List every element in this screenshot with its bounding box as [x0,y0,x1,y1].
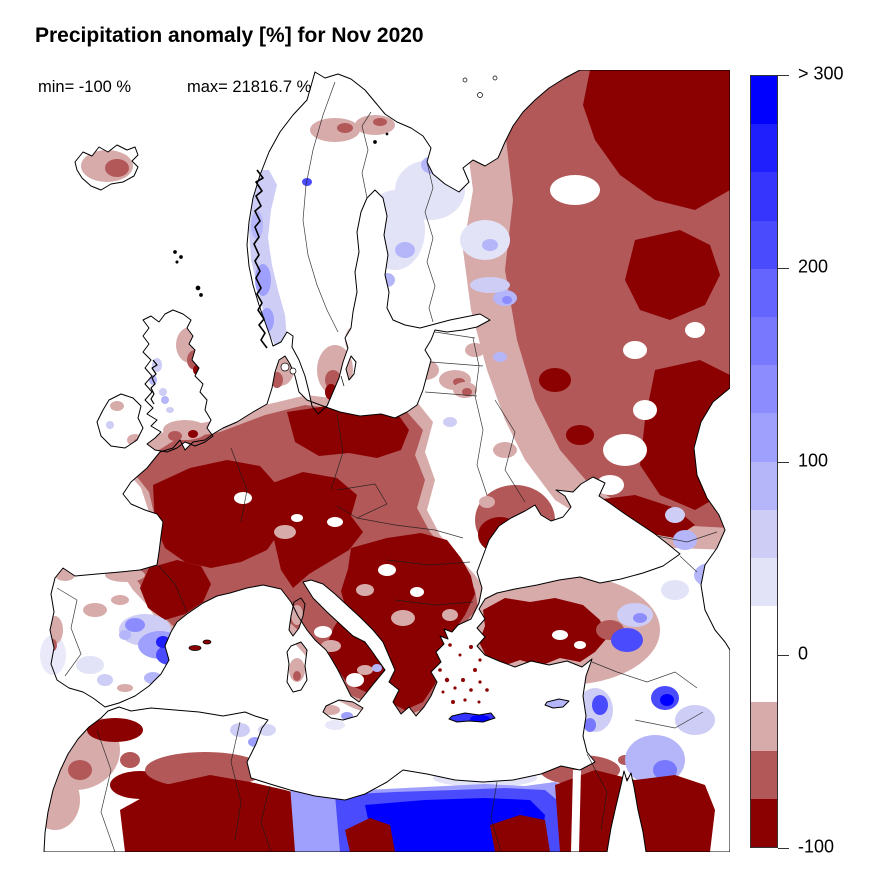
country-borders [56,81,718,852]
colorbar-segment-5 [751,316,777,366]
colorbar-segment-15 [751,798,777,847]
colorbar-segment-3 [751,220,777,269]
min-stat: min= -100 % [38,78,132,96]
small-islands [173,75,498,651]
scotland-coast-texture [150,359,158,405]
anomaly-field [44,70,730,852]
page-title: Precipitation anomaly [%] for Nov 2020 [35,24,424,47]
colorbar-tick-mark-2 [778,462,789,463]
colorbar-tick-label-0: > 300 [798,63,844,84]
colorbar-tick-label-2: 100 [798,450,829,471]
colorbar-segment-14 [751,750,777,799]
map-svg [40,70,730,852]
coastlines [43,70,730,852]
colorbar-segment-7 [751,413,777,462]
colorbar-tick-label-3: 0 [798,643,809,664]
colorbar-segment-2 [751,172,777,221]
norway-fjords-texture [253,169,268,349]
colorbar-tick-mark-3 [778,655,789,656]
colorbar-segment-0 [751,76,777,125]
colorbar-segment-8 [751,461,777,510]
colorbar-segment-10 [751,557,777,607]
colorbar-gradient [750,75,778,848]
europe-anomaly-map [35,70,730,852]
colorbar-segment-11 [751,606,777,655]
colorbar: > 300 200 100 0 -100 [750,63,844,856]
colorbar-segment-13 [751,702,777,751]
max-stat: max= 21816.7 % [187,78,312,96]
colorbar-tick-mark-0 [778,75,789,76]
colorbar-segment-12 [751,654,777,703]
colorbar-segment-1 [751,124,777,173]
colorbar-segment-4 [751,268,777,317]
colorbar-tick-mark-1 [778,268,789,269]
colorbar-segment-9 [751,509,777,558]
colorbar-tick-mark-4 [778,848,789,849]
colorbar-tick-label-4: -100 [798,836,835,857]
colorbar-segment-6 [751,365,777,414]
aegean-island-specks [431,643,489,704]
colorbar-tick-label-1: 200 [798,256,829,277]
